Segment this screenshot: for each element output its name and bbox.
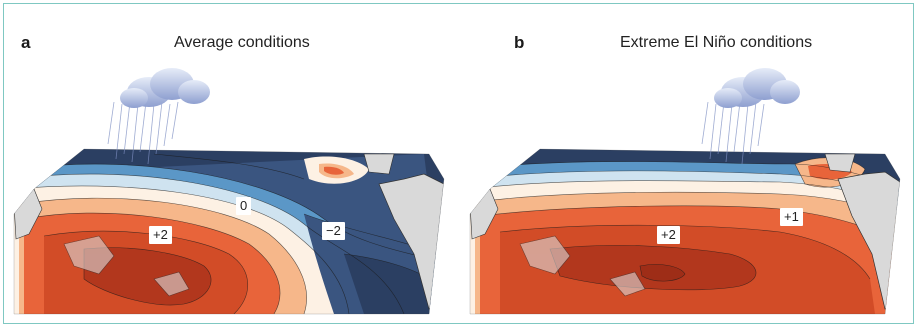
panel-letter-b: b [514,33,525,52]
sst-contours-average [14,149,444,314]
panel-title-b: Extreme El Niño conditions [620,34,813,51]
anomaly-label-neutral: 0 [236,197,252,215]
sst-map-average [13,68,445,315]
anomaly-label-cold-tongue: −2 [322,222,345,240]
anomaly-label-east-pacific: +1 [780,208,803,226]
panel-title-a: Average conditions [174,34,310,51]
panel-letter-a: a [21,33,31,52]
anomaly-label-warm-pool: +2 [657,226,680,244]
sst-map-el-nino [469,68,901,315]
rain-cloud-icon [107,68,210,165]
sst-contours-el-nino [470,149,900,314]
panel-average-conditions: a Average conditions [4,4,459,325]
rain-cloud-icon [701,68,800,165]
figure-frame: a Average conditions [3,3,914,324]
anomaly-label-warm-pool: +2 [149,226,172,244]
panel-el-nino-conditions: b Extreme El Niño conditions [460,4,915,325]
